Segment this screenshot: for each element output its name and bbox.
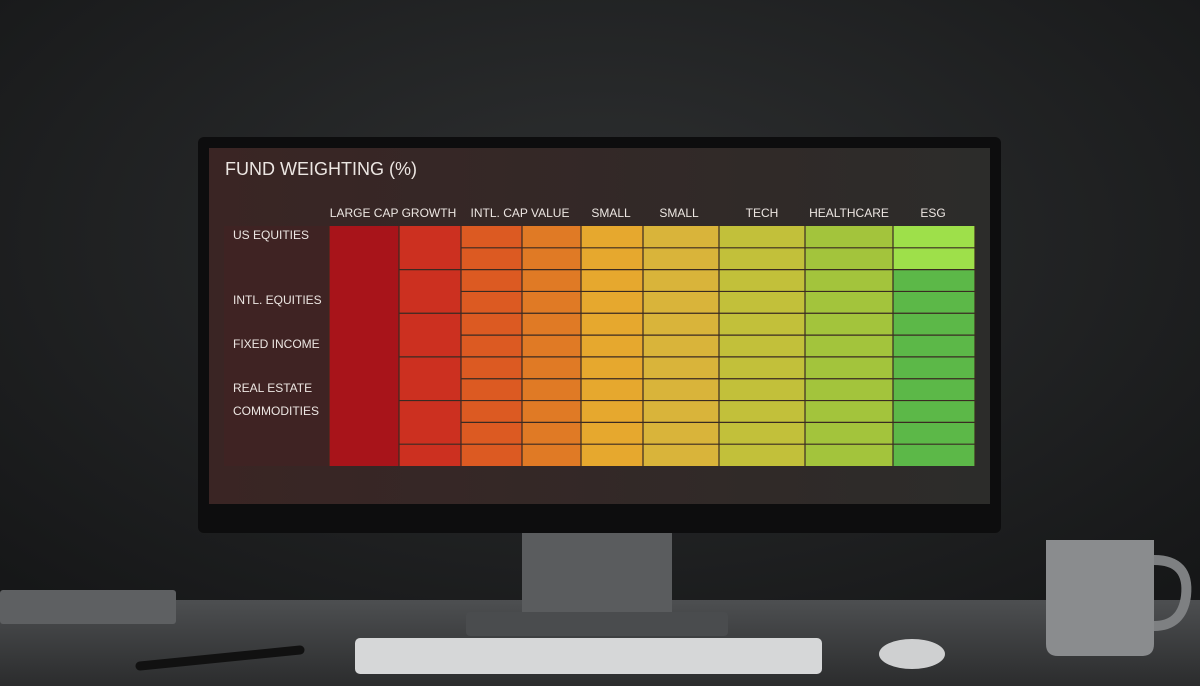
column-header: ESG — [920, 206, 945, 220]
book — [0, 590, 176, 624]
keyboard — [355, 638, 822, 674]
column-header: SMALL — [591, 206, 631, 220]
pen — [135, 645, 305, 671]
monitor-base — [466, 612, 728, 636]
column-header: TECH — [746, 206, 779, 220]
heat-column — [805, 226, 893, 466]
heatmap — [328, 226, 976, 466]
row-label: US EQUITIES — [233, 228, 309, 242]
heat-column — [461, 226, 522, 466]
heat-column — [522, 226, 581, 466]
row-label: INTL. EQUITIES — [233, 293, 322, 307]
mug-handle — [1153, 555, 1192, 631]
monitor-stand — [522, 530, 672, 620]
column-header: SMALL — [659, 206, 699, 220]
column-header: LARGE CAP GROWTH — [330, 206, 456, 220]
heat-column — [643, 226, 719, 466]
heat-column — [399, 226, 461, 466]
column-header: INTL. CAP VALUE — [471, 206, 570, 220]
heat-column — [719, 226, 805, 466]
heat-column — [581, 226, 643, 466]
heat-column — [329, 226, 399, 466]
column-header: HEALTHCARE — [809, 206, 889, 220]
row-label: REAL ESTATE — [233, 381, 312, 395]
labels: LARGE CAP GROWTH INTL. CAP VALUE SMALL SMAL… — [233, 206, 946, 418]
screen-title: FUND WEIGHTING (%) — [225, 159, 417, 179]
row-label-panel — [224, 226, 329, 466]
row-label: FIXED INCOME — [233, 337, 320, 351]
row-label: COMMODITIES — [233, 404, 319, 418]
mouse — [879, 639, 945, 669]
mug — [1046, 540, 1154, 656]
